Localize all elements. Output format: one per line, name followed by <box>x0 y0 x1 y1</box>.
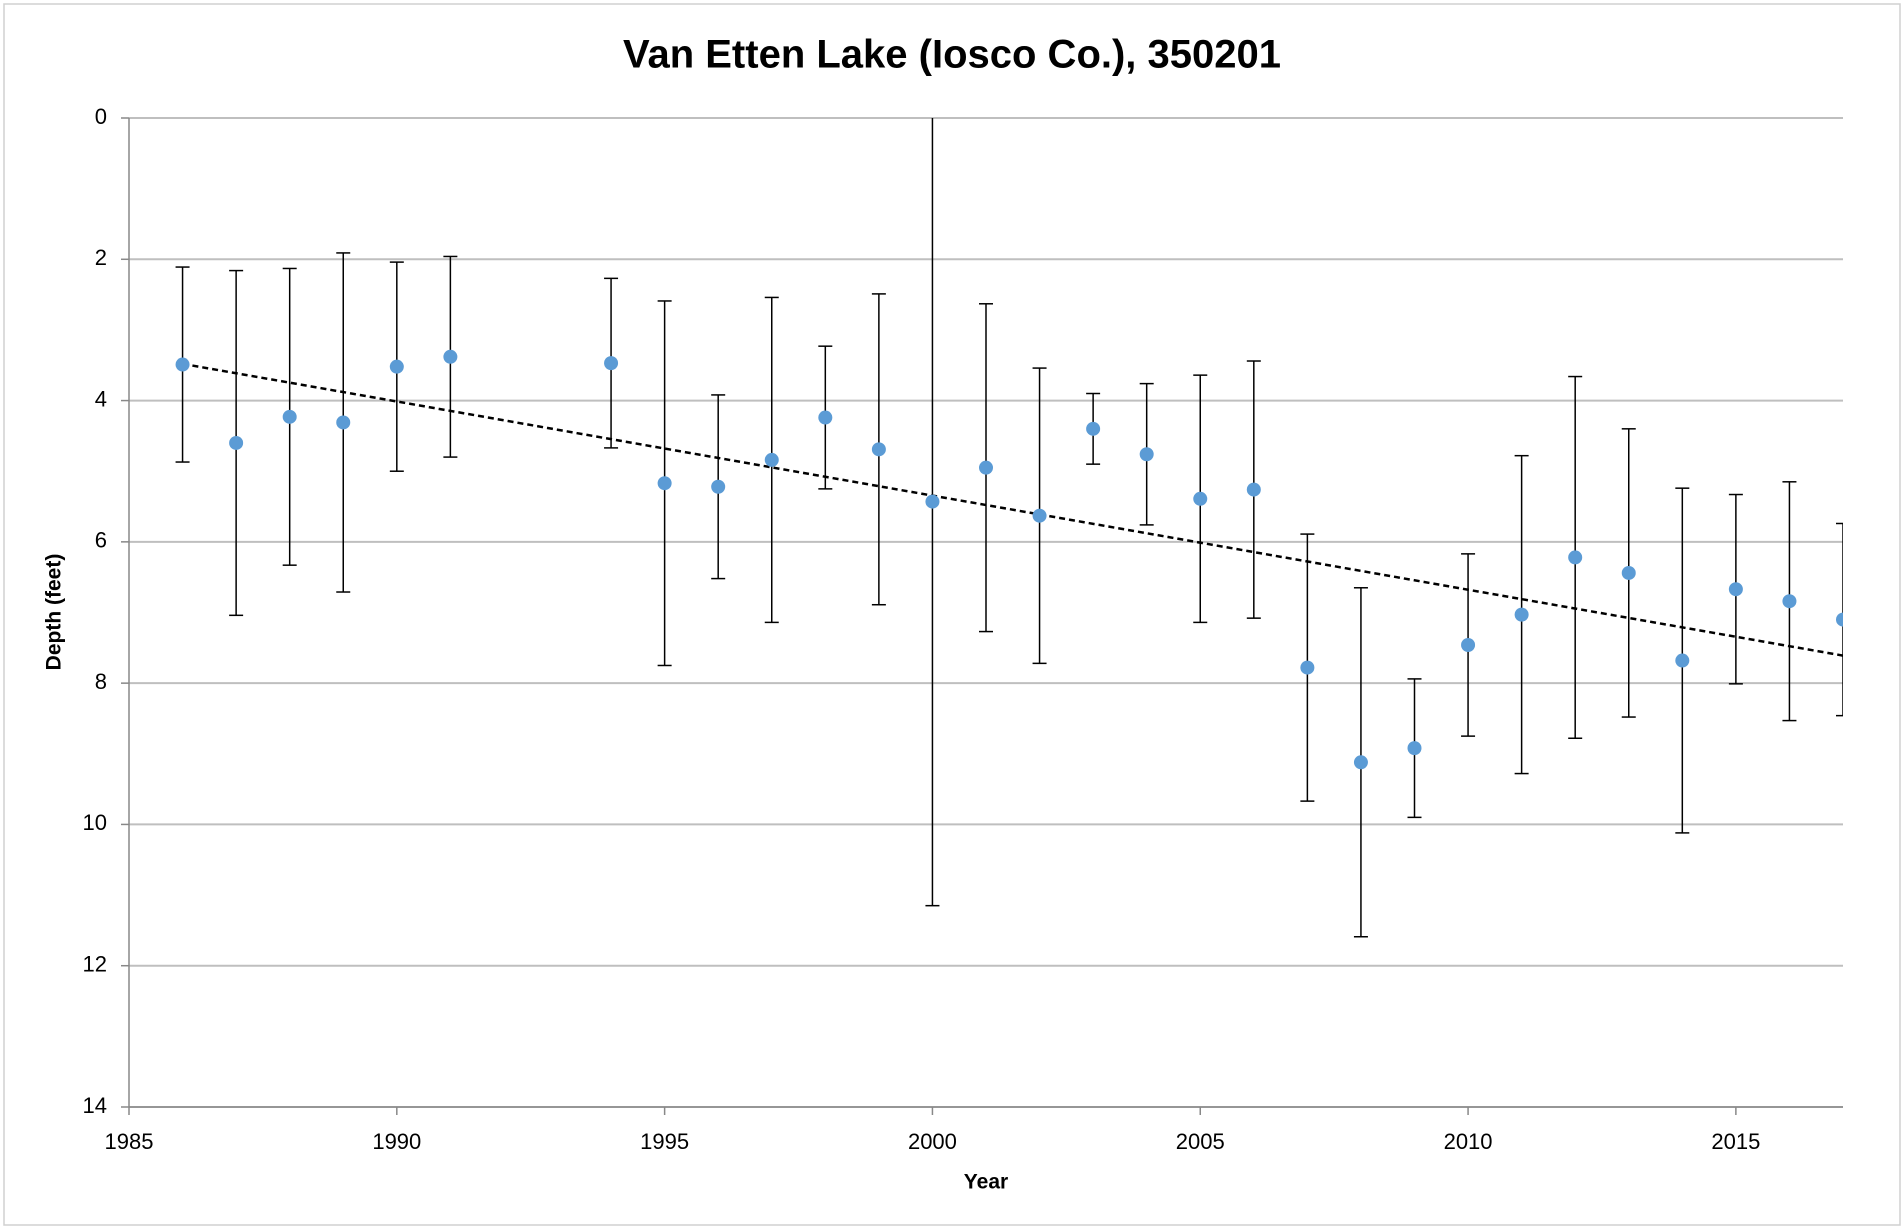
trend-line <box>182 362 1843 657</box>
y-tick-label: 10 <box>83 810 107 835</box>
data-point <box>1086 421 1101 436</box>
data-point <box>1193 491 1208 506</box>
x-tick-label: 2015 <box>1711 1129 1760 1154</box>
x-tick-label: 1990 <box>372 1129 421 1154</box>
data-point <box>1836 612 1843 627</box>
data-point <box>979 460 993 475</box>
chart-title: Van Etten Lake (Iosco Co.), 350201 <box>623 33 1281 77</box>
data-point <box>925 494 940 509</box>
y-tick-label: 6 <box>95 528 107 553</box>
y-tick-label: 14 <box>83 1093 107 1118</box>
data-point <box>1353 755 1368 770</box>
plot-area <box>175 118 1843 938</box>
data-point <box>657 476 672 491</box>
y-tick-label: 2 <box>95 245 107 270</box>
y-tick-label: 12 <box>83 952 107 977</box>
data-point <box>443 349 458 364</box>
y-tick-label: 4 <box>95 386 107 411</box>
data-point <box>1407 741 1422 756</box>
data-point <box>604 356 619 371</box>
chart-border <box>3 3 1901 1226</box>
data-point <box>1728 582 1743 597</box>
data-point <box>1032 508 1047 523</box>
data-point <box>336 415 351 430</box>
x-tick-label: 2005 <box>1176 1129 1225 1154</box>
data-point <box>1300 660 1315 675</box>
data-point <box>711 479 726 494</box>
x-tick-label: 2000 <box>908 1129 957 1154</box>
x-tick-label: 1985 <box>105 1129 154 1154</box>
x-tick-label: 1995 <box>640 1129 689 1154</box>
data-point <box>871 442 886 457</box>
data-point <box>764 452 779 467</box>
y-axis-label: Depth (feet) <box>43 554 66 671</box>
data-point <box>1461 637 1476 652</box>
y-tick-label: 8 <box>95 669 107 694</box>
data-point <box>1246 482 1261 497</box>
x-axis-label: Year <box>964 1171 1008 1194</box>
data-point <box>1675 653 1690 668</box>
x-tick-label: 2010 <box>1444 1129 1493 1154</box>
data-point <box>1568 550 1583 565</box>
data-point <box>1621 565 1636 580</box>
data-point <box>282 409 297 424</box>
data-point <box>229 435 244 450</box>
y-tick-label: 0 <box>95 104 107 129</box>
data-point <box>175 357 190 372</box>
data-point <box>818 410 833 425</box>
data-point <box>389 359 404 374</box>
data-point <box>1139 447 1154 462</box>
data-point <box>1782 594 1797 609</box>
data-point <box>1514 607 1529 622</box>
